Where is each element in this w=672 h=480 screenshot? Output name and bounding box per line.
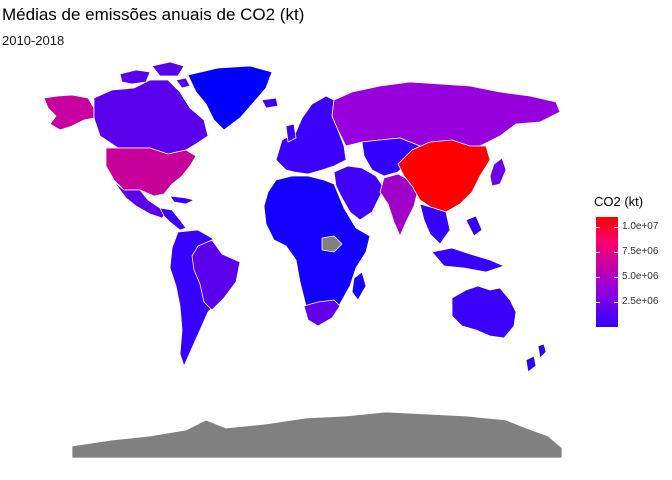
legend-tick-label: 7.5e+06 bbox=[622, 246, 659, 257]
region-middle-east bbox=[333, 165, 385, 221]
region-south-africa bbox=[303, 299, 341, 327]
region-china bbox=[397, 139, 491, 213]
region-australia bbox=[451, 285, 517, 339]
region-new-zealand bbox=[525, 343, 547, 373]
region-southeast-asia bbox=[419, 203, 505, 273]
region-uk bbox=[261, 97, 297, 143]
region-alaska bbox=[43, 94, 95, 131]
region-madagascar bbox=[351, 271, 367, 301]
region-canada bbox=[93, 79, 209, 155]
map-title: Médias de emissões anuais de CO2 (kt) bbox=[2, 5, 305, 24]
legend-title: CO2 (kt) bbox=[594, 194, 644, 209]
region-south-sudan bbox=[321, 235, 343, 253]
region-canada-islands bbox=[119, 61, 191, 89]
region-antarctica bbox=[71, 411, 563, 459]
legend-color-bar bbox=[596, 217, 618, 327]
region-greenland bbox=[187, 65, 273, 131]
region-central-america bbox=[159, 195, 195, 231]
region-russia bbox=[331, 81, 561, 151]
legend-tick-label: 2.5e+06 bbox=[622, 296, 659, 307]
region-usa bbox=[105, 147, 197, 197]
region-africa bbox=[263, 175, 371, 325]
legend-tick-label: 1.0e+07 bbox=[622, 221, 659, 232]
color-legend: CO2 (kt) 1.0e+07 7.5e+06 5.0e+06 2.5e+06 bbox=[594, 194, 670, 327]
map-subtitle: 2010-2018 bbox=[2, 33, 65, 48]
region-brazil bbox=[191, 239, 241, 311]
legend-tick-label: 5.0e+06 bbox=[622, 271, 659, 282]
region-japan bbox=[489, 157, 507, 187]
